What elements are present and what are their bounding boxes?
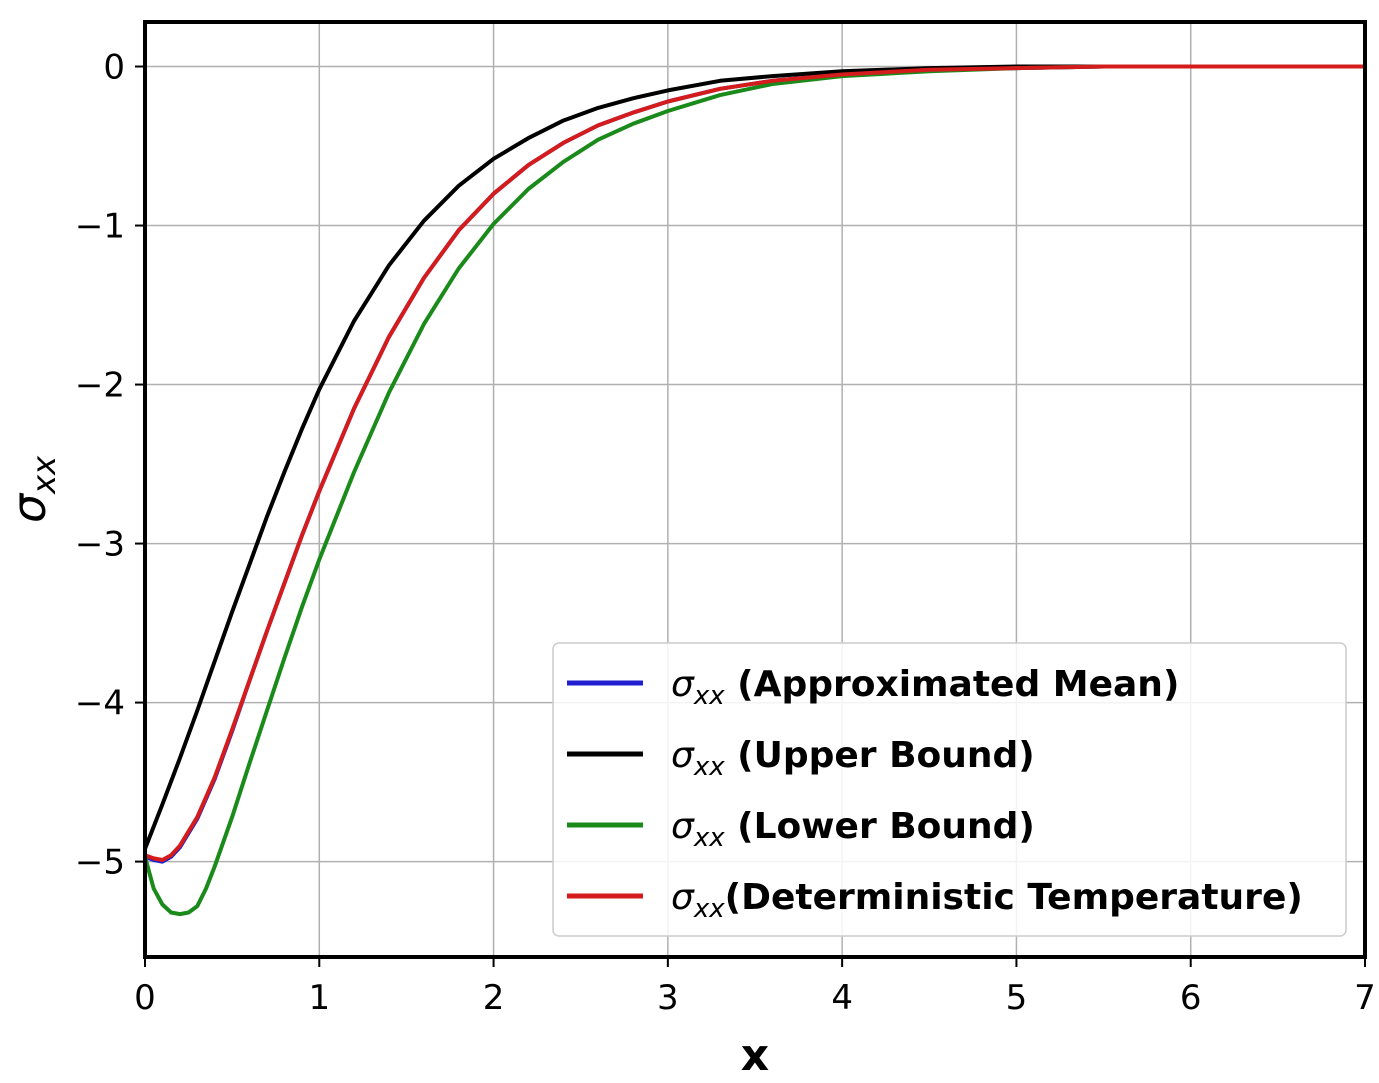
series-line <box>143 64 1365 917</box>
legend-entry: σxx (Upper Bound) <box>671 735 1035 782</box>
y-tick-label: −1 <box>75 207 125 247</box>
legend-entry: σxx (Lower Bound) <box>671 806 1035 853</box>
legend: σxx (Approximated Mean) σxx (Upper Bound)… <box>552 642 1347 937</box>
x-tick-label: 2 <box>483 978 505 1018</box>
x-ticks: 0 1 2 3 4 5 6 7 <box>134 957 1376 1018</box>
y-tick-label: −4 <box>75 684 125 724</box>
legend-entry: σxx(Deterministic Temperature) <box>671 877 1303 924</box>
series-line <box>143 64 1365 850</box>
y-tick-label: −2 <box>75 366 125 406</box>
legend-box <box>552 642 1347 937</box>
y-axis-label-symbol: σ <box>2 492 56 523</box>
series-group <box>143 64 1365 917</box>
y-tick-label: −3 <box>75 525 125 565</box>
x-tick-label: 1 <box>308 978 330 1018</box>
x-tick-label: 7 <box>1354 978 1376 1018</box>
x-axis-label: x <box>741 1030 769 1081</box>
legend-entry: σxx (Approximated Mean) <box>671 664 1179 711</box>
y-tick-label: 0 <box>103 48 125 88</box>
x-tick-label: 6 <box>1180 978 1202 1018</box>
x-tick-label: 3 <box>657 978 679 1018</box>
x-tick-label: 5 <box>1006 978 1028 1018</box>
y-axis-label: σxx <box>2 455 63 523</box>
x-tick-label: 0 <box>134 978 156 1018</box>
plot-frame <box>143 20 1367 959</box>
y-tick-label: −5 <box>75 843 125 883</box>
y-ticks: 0 −1 −2 −3 −4 −5 <box>75 48 145 883</box>
x-tick-label: 4 <box>831 978 853 1018</box>
series-line <box>144 64 1365 862</box>
y-axis-label-subscript: xx <box>25 455 63 495</box>
